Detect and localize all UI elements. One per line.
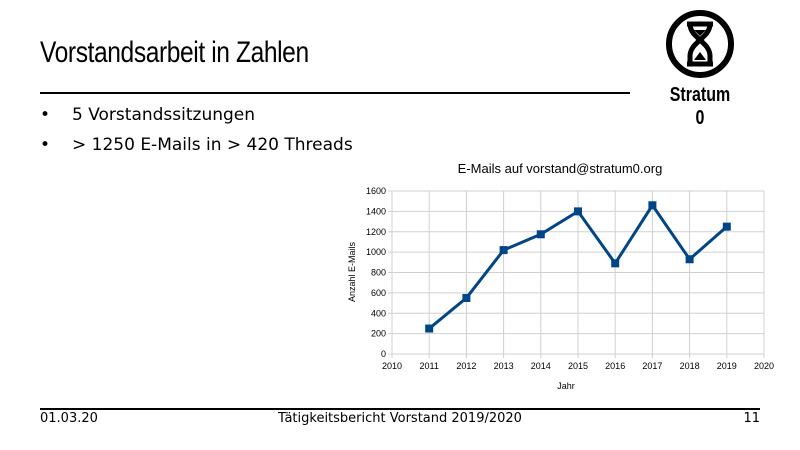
y-tick-label: 0 — [381, 349, 386, 359]
hourglass-logo-icon — [666, 10, 734, 78]
bullet-item: • > 1250 E-Mails in > 420 Threads — [40, 130, 353, 160]
x-tick-label: 2016 — [605, 361, 625, 371]
x-tick-label: 2012 — [456, 361, 476, 371]
data-point-2012 — [462, 293, 471, 302]
logo-text: Stratum 0 — [669, 84, 731, 129]
stratum0-logo: Stratum 0 — [660, 8, 740, 130]
bullet-item: • 5 Vorstandssitzungen — [40, 100, 353, 130]
data-point-2017 — [648, 201, 657, 210]
x-tick-label: 2010 — [382, 361, 402, 371]
data-point-2015 — [574, 207, 582, 216]
x-axis-label: Jahr — [557, 381, 575, 391]
footer-divider — [40, 408, 760, 410]
y-tick-label: 1000 — [366, 247, 386, 257]
bullet-text: 5 Vorstandssitzungen — [72, 105, 256, 125]
bullet-icon: • — [40, 105, 51, 125]
data-point-2014 — [536, 230, 545, 239]
x-tick-label: 2020 — [754, 361, 774, 371]
x-tick-label: 2011 — [420, 361, 439, 371]
bullet-text: > 1250 E-Mails in > 420 Threads — [72, 135, 353, 155]
data-point-2013 — [499, 246, 508, 255]
x-tick-label: 2018 — [680, 361, 700, 371]
data-point-2018 — [685, 255, 694, 264]
footer-date: 01.03.20 — [40, 411, 98, 426]
y-tick-label: 600 — [371, 288, 386, 298]
slide-title: Vorstandsarbeit in Zahlen — [40, 36, 309, 69]
title-divider — [40, 92, 630, 94]
y-tick-label: 1200 — [366, 227, 386, 237]
y-axis-label: Anzahl E-Mails — [347, 241, 357, 302]
data-point-2019 — [722, 222, 731, 231]
data-point-2011 — [425, 324, 434, 333]
data-point-2016 — [611, 259, 620, 268]
x-tick-label: 2015 — [568, 361, 588, 371]
y-tick-label: 800 — [371, 268, 386, 278]
page-number: 11 — [743, 411, 760, 426]
x-tick-label: 2017 — [642, 361, 662, 371]
chart-title: E-Mails auf vorstand@stratum0.org — [458, 161, 663, 176]
bullet-list: • 5 Vorstandssitzungen • > 1250 E-Mails in… — [40, 100, 353, 160]
bullet-icon: • — [40, 135, 51, 155]
x-tick-label: 2013 — [494, 361, 514, 371]
x-tick-label: 2014 — [531, 361, 551, 371]
y-tick-label: 1400 — [366, 206, 386, 216]
y-tick-label: 400 — [371, 308, 386, 318]
y-tick-label: 200 — [371, 329, 386, 339]
y-tick-label: 1600 — [366, 186, 386, 196]
x-tick-label: 2019 — [717, 361, 737, 371]
footer-title: Tätigkeitsbericht Vorstand 2019/2020 — [278, 411, 522, 426]
